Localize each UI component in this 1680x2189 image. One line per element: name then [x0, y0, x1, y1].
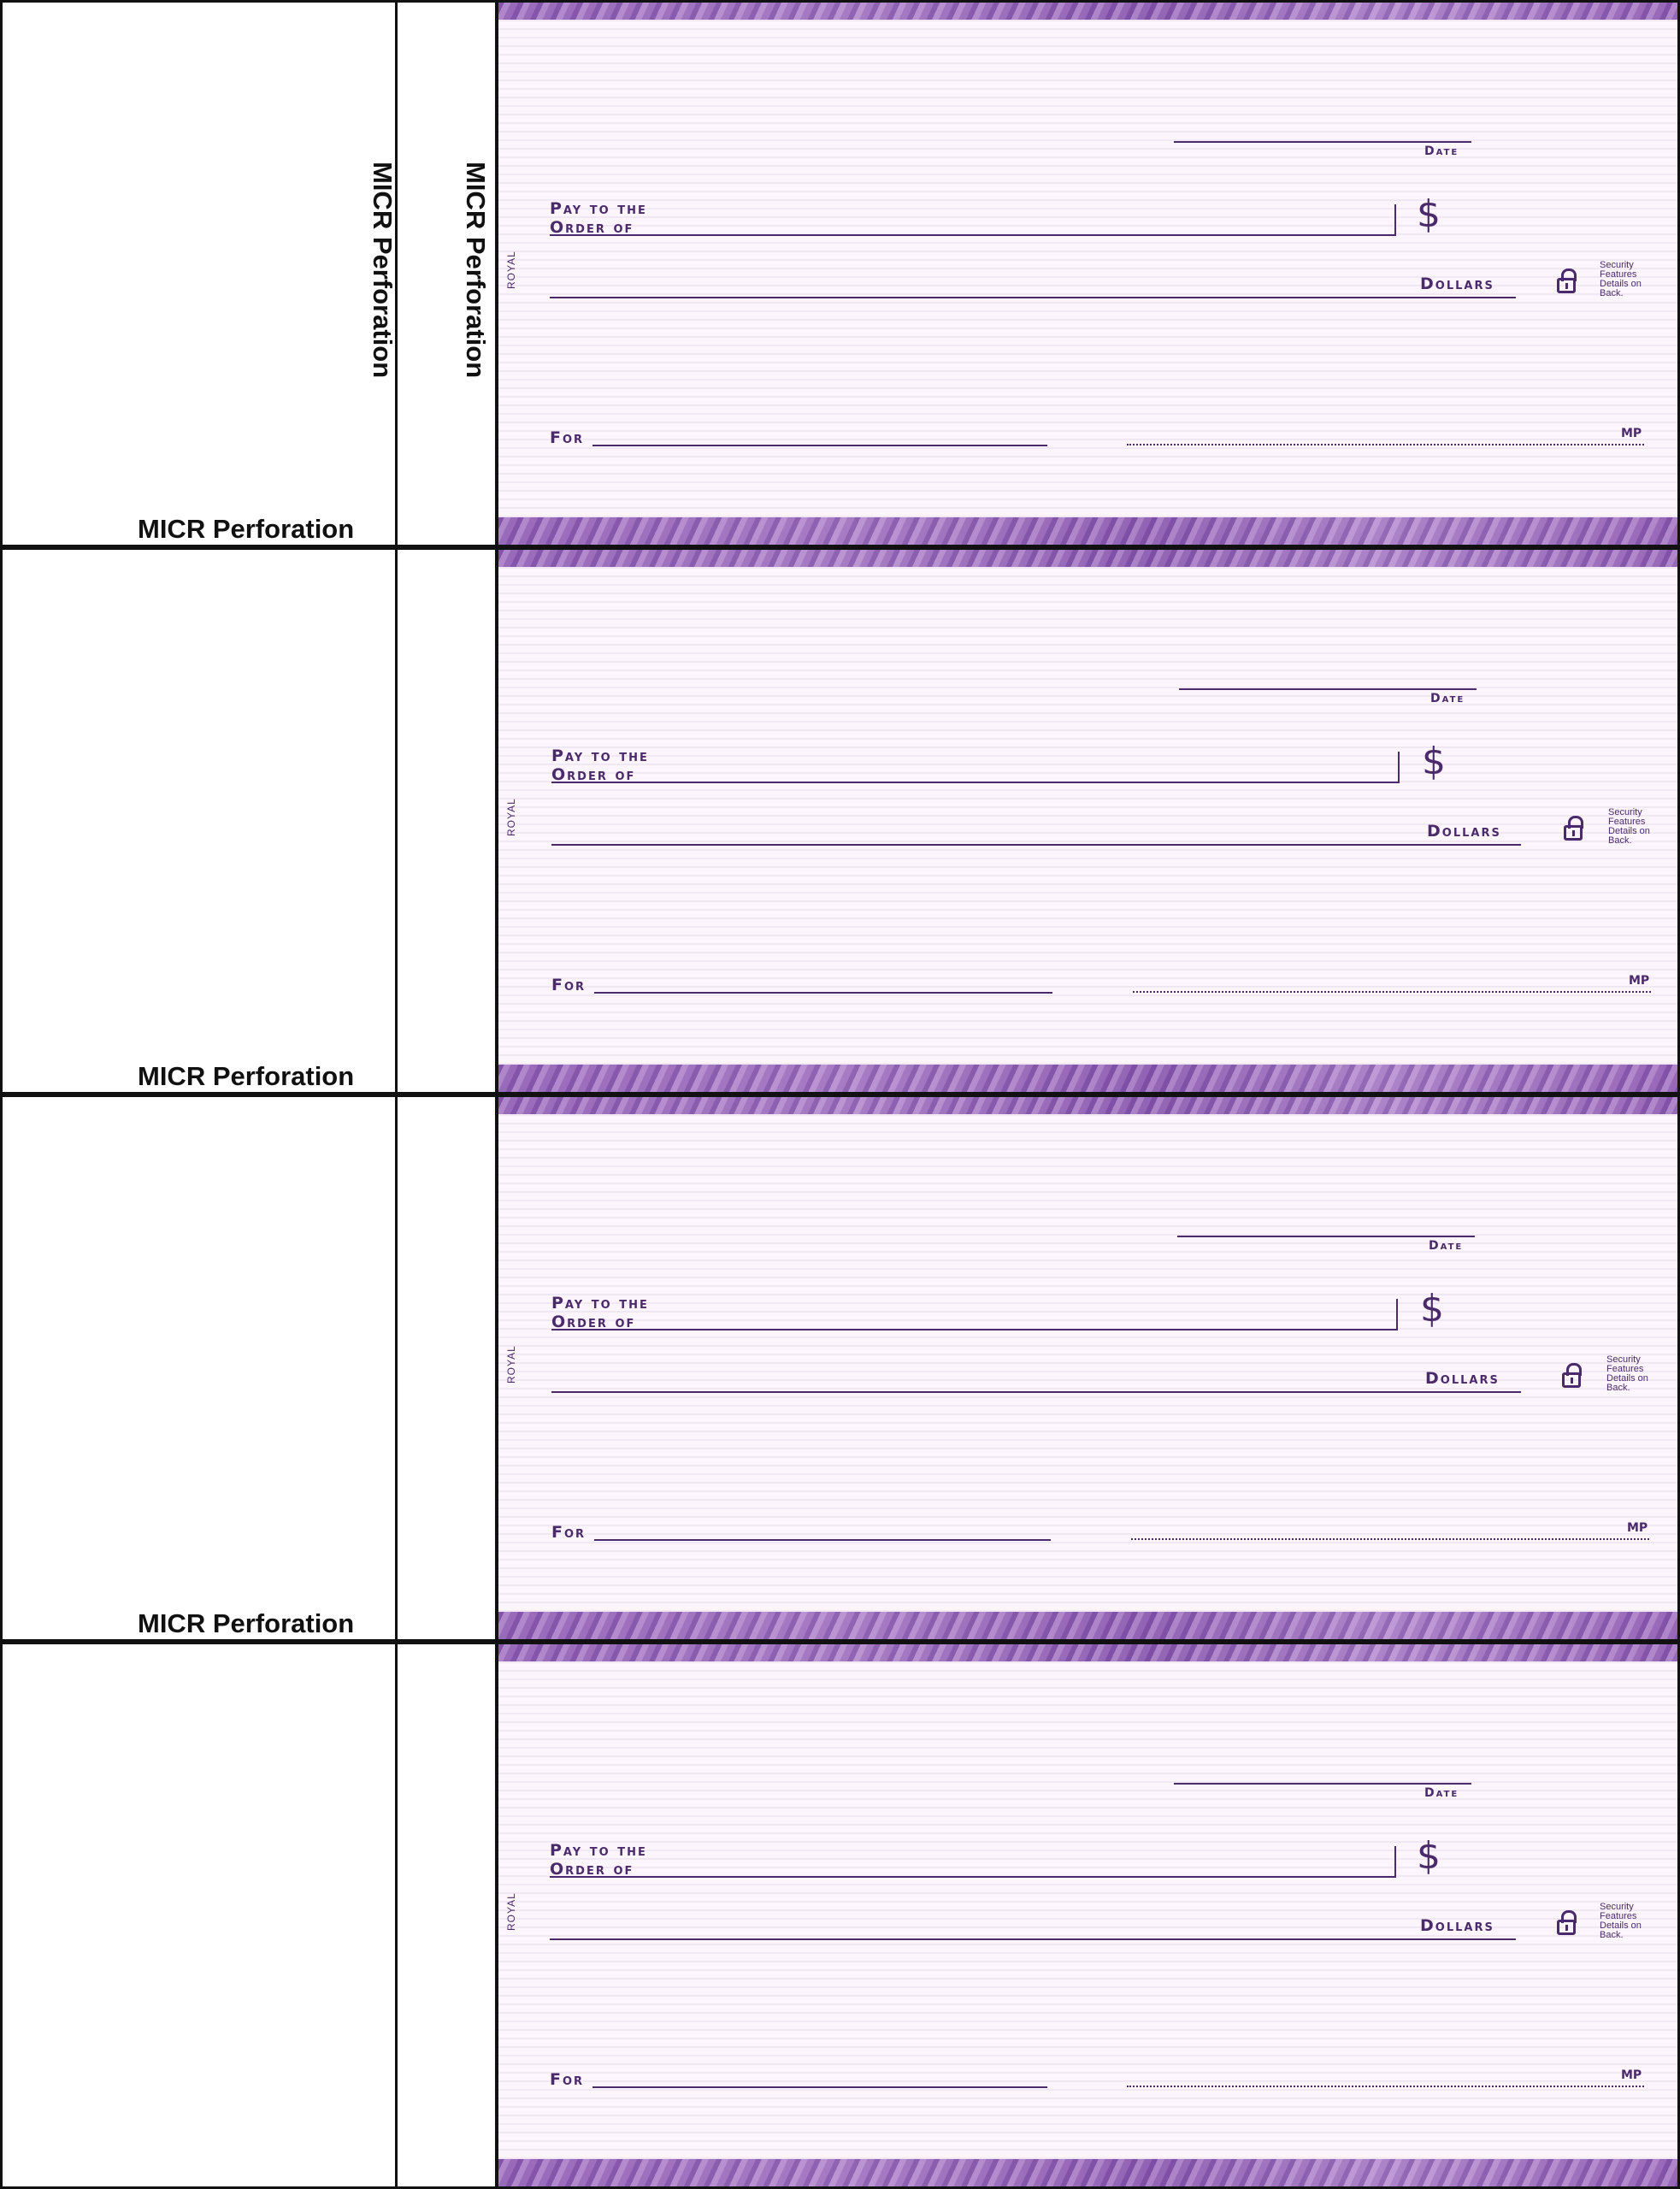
micr-perforation-label: MICR Perforation	[138, 1608, 355, 1638]
pay-to-label-line2: Order of	[550, 218, 634, 237]
royal-label: ROYAL	[505, 798, 517, 836]
security-band-top	[498, 550, 1677, 567]
amount-words-line	[551, 844, 1521, 846]
lock-icon	[1562, 1363, 1582, 1388]
pay-to-label-line2: Order of	[551, 1313, 636, 1331]
dollar-sign: $	[1422, 740, 1446, 783]
amount-words-line	[550, 1938, 1516, 1940]
date-label: Date	[1430, 692, 1465, 705]
mp-mark: MP	[1627, 1521, 1648, 1535]
mp-mark: MP	[1629, 974, 1650, 988]
check: Date Pay to the Order of $ ROYAL Dollars…	[496, 547, 1680, 1094]
lock-icon	[1557, 268, 1577, 293]
check: Date Pay to the Order of $ ROYAL Dollars…	[496, 1094, 1680, 1642]
security-features-note: Security Features Details on Back.	[1606, 1354, 1648, 1393]
payee-amount-divider	[1394, 204, 1396, 236]
payee-line	[551, 782, 1400, 783]
payee-line	[550, 1876, 1396, 1878]
micr-perforation-label: MICR Perforation	[138, 514, 355, 544]
memo-line	[592, 445, 1047, 446]
amount-words-line	[551, 1391, 1521, 1393]
pay-to-label-line2: Order of	[550, 1860, 634, 1879]
check: Date Pay to the Order of $ ROYAL Dollars…	[496, 1642, 1680, 2189]
signature-line	[1127, 2086, 1644, 2087]
check-row-4: Date Pay to the Order of $ ROYAL Dollars…	[0, 1642, 1680, 2189]
stub-middle	[395, 1094, 498, 1642]
pay-to-label-line1: Pay to the	[550, 199, 647, 218]
pay-to-label-line1: Pay to the	[551, 1294, 649, 1313]
dollar-sign: $	[1417, 192, 1441, 236]
dollars-label: Dollars	[1420, 274, 1494, 293]
dollars-label: Dollars	[1427, 822, 1501, 841]
payee-line	[551, 1329, 1398, 1331]
royal-label: ROYAL	[505, 1345, 517, 1384]
dollars-label: Dollars	[1420, 1916, 1494, 1935]
micr-perforation-vertical-label: MICR Perforation	[368, 162, 398, 379]
check: Date Pay to the Order of $ ROYAL Dollars…	[496, 0, 1680, 547]
pay-to-label-line1: Pay to the	[551, 746, 649, 765]
date-label: Date	[1424, 145, 1459, 158]
pay-to-label-line2: Order of	[551, 765, 636, 784]
security-band-top	[498, 1097, 1677, 1114]
security-band-bottom	[498, 2159, 1677, 2186]
micr-perforation-label: MICR Perforation	[138, 1061, 355, 1091]
for-label: For	[550, 2070, 585, 2089]
security-features-note: Security Features Details on Back.	[1600, 260, 1642, 298]
for-label: For	[551, 1523, 587, 1542]
security-band-bottom	[498, 1612, 1677, 1639]
micr-perforation-vertical-label: MICR Perforation	[461, 162, 491, 379]
signature-line	[1127, 444, 1644, 445]
date-line	[1174, 1783, 1471, 1785]
check-row-3: MICR Perforation Date Pay to the Order o…	[0, 1094, 1680, 1642]
mp-mark: MP	[1621, 2068, 1642, 2082]
mp-mark: MP	[1621, 427, 1642, 440]
date-line	[1177, 1236, 1475, 1237]
royal-label: ROYAL	[505, 251, 517, 289]
stub-left: MICR Perforation MICR Perforation	[0, 0, 398, 547]
memo-line	[592, 2086, 1047, 2088]
payee-amount-divider	[1398, 752, 1400, 783]
royal-label: ROYAL	[505, 1892, 517, 1931]
security-band-bottom	[498, 517, 1677, 545]
stub-left	[0, 1642, 398, 2189]
payee-amount-divider	[1394, 1846, 1396, 1878]
dollar-sign: $	[1420, 1287, 1444, 1331]
dollar-sign: $	[1417, 1834, 1441, 1878]
dollars-label: Dollars	[1425, 1369, 1500, 1388]
payee-amount-divider	[1396, 1299, 1398, 1331]
memo-line	[594, 992, 1052, 994]
for-label: For	[551, 976, 587, 994]
signature-line	[1131, 1538, 1649, 1540]
lock-icon	[1564, 816, 1583, 841]
stub-middle	[395, 1642, 498, 2189]
date-label: Date	[1424, 1786, 1459, 1800]
check-row-1: MICR Perforation MICR Perforation MICR P…	[0, 0, 1680, 547]
security-band-top	[498, 1644, 1677, 1661]
memo-line	[594, 1539, 1051, 1541]
stub-middle: MICR Perforation	[395, 0, 498, 547]
payee-line	[550, 234, 1396, 236]
security-band-bottom	[498, 1065, 1677, 1092]
amount-words-line	[550, 297, 1516, 298]
stub-left: MICR Perforation	[0, 547, 398, 1094]
stub-left: MICR Perforation	[0, 1094, 398, 1642]
security-features-note: Security Features Details on Back.	[1600, 1902, 1642, 1940]
date-line	[1174, 141, 1471, 143]
pay-to-label-line1: Pay to the	[550, 1841, 647, 1860]
security-features-note: Security Features Details on Back.	[1608, 807, 1650, 846]
check-row-2: MICR Perforation Date Pay to the Order o…	[0, 547, 1680, 1094]
date-line	[1179, 688, 1477, 690]
date-label: Date	[1429, 1239, 1464, 1253]
signature-line	[1133, 991, 1651, 993]
security-band-top	[498, 3, 1677, 20]
lock-icon	[1557, 1910, 1577, 1935]
stub-middle	[395, 547, 498, 1094]
for-label: For	[550, 428, 585, 447]
